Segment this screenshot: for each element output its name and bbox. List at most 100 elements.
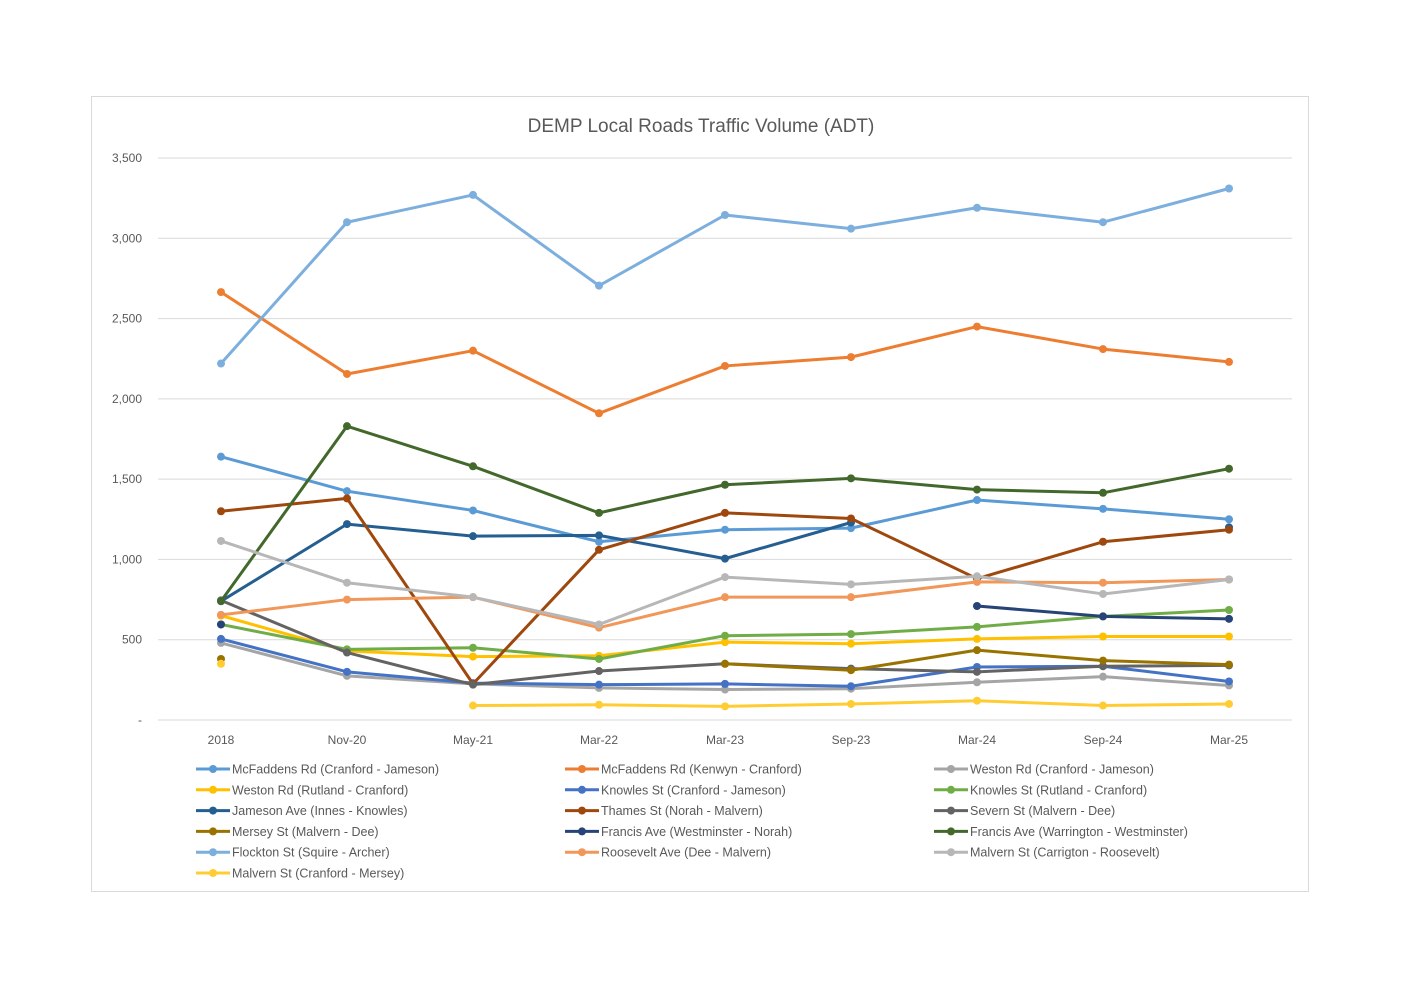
- data-point: [1225, 614, 1233, 623]
- data-point: [1099, 218, 1107, 227]
- x-tick-label: Sep-24: [1084, 733, 1123, 747]
- data-point: [1225, 632, 1233, 641]
- data-point: [973, 601, 981, 610]
- data-point: [469, 506, 477, 515]
- data-point: [343, 422, 351, 431]
- legend-label: Jameson Ave (Innes - Knowles): [232, 804, 408, 818]
- legend-label: Malvern St (Carrigton - Roosevelt): [970, 846, 1160, 860]
- data-point: [217, 659, 225, 668]
- y-axis-ticks: - 500 1,000 1,500 2,000 2,500 3,000 3,500: [112, 151, 142, 727]
- data-point: [343, 578, 351, 587]
- x-tick-label: Mar-24: [958, 733, 996, 747]
- legend-entry: Knowles St (Rutland - Cranford): [934, 783, 1147, 797]
- data-point: [721, 573, 729, 582]
- data-point: [1099, 488, 1107, 497]
- x-tick-label: Mar-25: [1210, 733, 1248, 747]
- x-tick-label: 2018: [208, 733, 235, 747]
- data-point: [217, 452, 225, 461]
- y-tick-label: 1,000: [112, 552, 142, 566]
- legend-label: Francis Ave (Warrington - Westminster): [970, 825, 1188, 839]
- data-point: [343, 218, 351, 227]
- y-tick-label: 3,500: [112, 151, 142, 165]
- x-tick-label: Sep-23: [832, 733, 871, 747]
- data-point: [1225, 575, 1233, 584]
- data-point: [1225, 515, 1233, 524]
- data-point: [847, 682, 855, 691]
- series-lines: [217, 184, 1233, 711]
- series-11: [217, 422, 1233, 606]
- data-point: [1099, 662, 1107, 671]
- data-point: [469, 462, 477, 471]
- data-point: [847, 474, 855, 483]
- data-point: [217, 620, 225, 629]
- data-point: [1099, 701, 1107, 710]
- series-10: [217, 601, 1233, 629]
- data-point: [973, 322, 981, 331]
- data-point: [847, 514, 855, 523]
- legend-entry: Knowles St (Cranford - Jameson): [565, 783, 786, 797]
- legend-label: Knowles St (Cranford - Jameson): [601, 783, 786, 797]
- data-point: [595, 620, 603, 629]
- legend-entry: Francis Ave (Warrington - Westminster): [934, 825, 1188, 839]
- legend-entry: Weston Rd (Rutland - Cranford): [196, 783, 408, 797]
- data-point: [973, 577, 981, 586]
- data-point: [847, 224, 855, 233]
- data-point: [595, 545, 603, 554]
- legend-label: Malvern St (Cranford - Mersey): [232, 867, 404, 881]
- data-point: [973, 678, 981, 687]
- legend-entry: Mersey St (Malvern - Dee): [196, 825, 379, 839]
- legend-label: Knowles St (Rutland - Cranford): [970, 783, 1147, 797]
- data-point: [973, 572, 981, 581]
- legend-entry: Roosevelt Ave (Dee - Malvern): [565, 846, 771, 860]
- series-line: [219, 290, 1231, 415]
- data-point: [847, 580, 855, 589]
- legend-label: Weston Rd (Rutland - Cranford): [232, 783, 408, 797]
- x-axis-ticks: 2018 Nov-20 May-21 Mar-22 Mar-23 Sep-23 Mar-24…: [208, 733, 1249, 747]
- data-point: [1225, 525, 1233, 534]
- data-point: [847, 593, 855, 602]
- legend-swatch-marker: [578, 827, 586, 836]
- y-tick-label: 2,500: [112, 312, 142, 326]
- series-0: [217, 452, 1233, 546]
- chart-frame: DEMP Local Roads Traffic Volume (ADT) - 5…: [91, 96, 1309, 892]
- data-point: [1099, 656, 1107, 665]
- data-point: [847, 639, 855, 648]
- data-point: [595, 654, 603, 663]
- legend-label: Flockton St (Squire - Archer): [232, 846, 390, 860]
- data-point: [217, 288, 225, 297]
- legend-swatch-marker: [209, 806, 217, 815]
- data-point: [343, 595, 351, 604]
- data-point: [595, 667, 603, 676]
- data-point: [595, 409, 603, 418]
- legend-label: Thames St (Norah - Malvern): [601, 804, 763, 818]
- data-point: [217, 359, 225, 368]
- data-point: [721, 631, 729, 640]
- data-point: [1099, 589, 1107, 598]
- x-tick-label: Mar-22: [580, 733, 618, 747]
- data-point: [343, 369, 351, 378]
- y-tick-label: 3,000: [112, 231, 142, 245]
- series-14: [217, 536, 1233, 629]
- data-point: [721, 702, 729, 711]
- data-point: [721, 638, 729, 647]
- legend-entry: Weston Rd (Cranford - Jameson): [934, 763, 1154, 777]
- data-point: [217, 597, 225, 606]
- data-point: [469, 190, 477, 199]
- legend-swatch-marker: [209, 848, 217, 857]
- data-point: [847, 630, 855, 639]
- legend-entry: Malvern St (Cranford - Mersey): [196, 867, 404, 881]
- data-point: [595, 531, 603, 540]
- data-point: [1225, 464, 1233, 473]
- legend-swatch-marker: [578, 785, 586, 794]
- data-point: [217, 507, 225, 516]
- data-point: [469, 701, 477, 710]
- data-point: [469, 346, 477, 355]
- legend-entry: McFaddens Rd (Kenwyn - Cranford): [565, 763, 802, 777]
- y-tick-label: 500: [122, 633, 142, 647]
- data-point: [1099, 345, 1107, 354]
- data-point: [973, 696, 981, 705]
- data-point: [343, 494, 351, 503]
- data-point: [721, 361, 729, 370]
- data-point: [343, 667, 351, 676]
- data-point: [595, 537, 603, 546]
